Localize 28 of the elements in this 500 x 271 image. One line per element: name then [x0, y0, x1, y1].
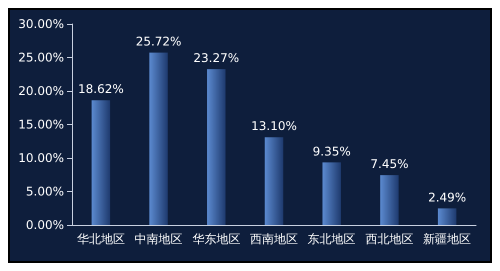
- x-tick-label: 中南地区: [134, 232, 183, 246]
- bar: [322, 162, 341, 225]
- data-label: 13.10%: [251, 119, 297, 134]
- y-tick-label: 5.00%: [26, 184, 64, 198]
- bar: [149, 52, 168, 225]
- bar: [438, 208, 456, 225]
- data-label: 23.27%: [193, 51, 240, 66]
- data-label: 9.35%: [312, 144, 351, 158]
- bar: [207, 69, 226, 225]
- bar: [264, 137, 284, 225]
- x-tick-label: 华北地区: [76, 232, 125, 246]
- data-label: 25.72%: [136, 34, 182, 49]
- y-tick-label: 30.00%: [18, 17, 64, 31]
- data-label: 18.62%: [78, 82, 124, 96]
- x-tick-label: 新疆地区: [423, 232, 472, 246]
- y-tick-label: 15.00%: [18, 118, 64, 132]
- bar: [92, 100, 110, 225]
- y-tick-label: 20.00%: [18, 84, 64, 98]
- y-tick-label: 0.00%: [26, 218, 64, 232]
- data-label: 2.49%: [428, 190, 466, 204]
- y-tick-label: 25.00%: [18, 50, 64, 64]
- x-tick-label: 东北地区: [308, 232, 356, 246]
- bar: [380, 175, 399, 225]
- x-tick-label: 西北地区: [365, 232, 414, 246]
- data-label: 7.45%: [370, 157, 408, 172]
- y-tick-label: 10.00%: [18, 151, 64, 165]
- x-tick-label: 西南地区: [250, 232, 298, 246]
- x-tick-label: 华东地区: [192, 232, 240, 246]
